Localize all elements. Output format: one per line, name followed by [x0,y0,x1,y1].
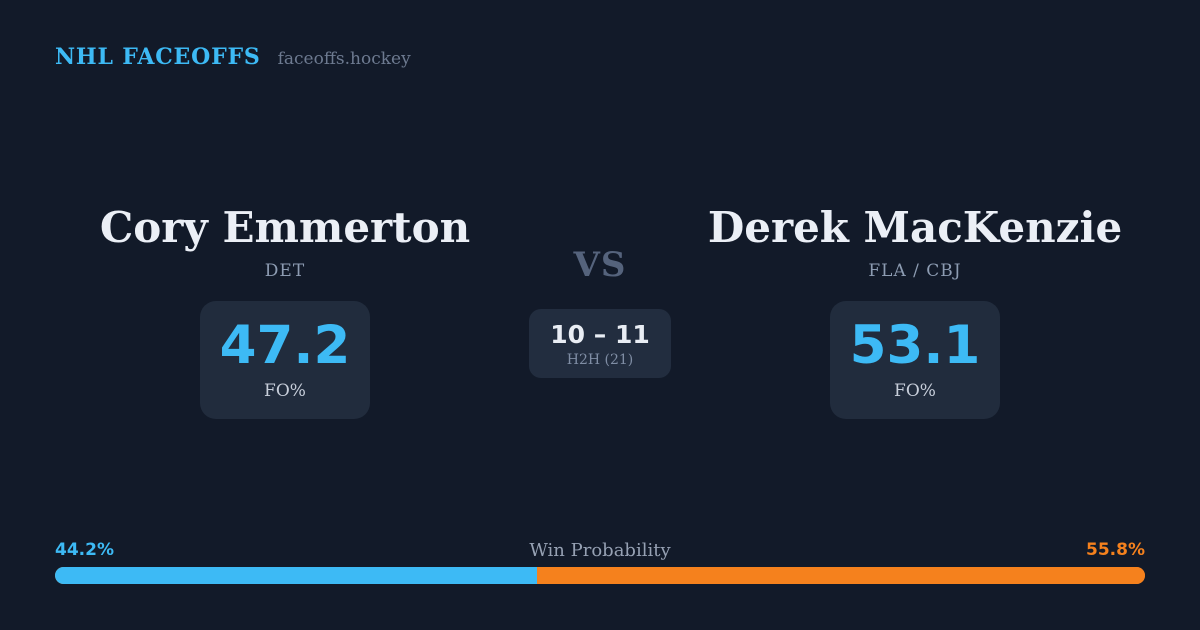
left-win-probability-pct: 44.2% [55,540,114,560]
right-player-team: FLA / CBJ [868,261,962,282]
site-url-text: faceoffs.hockey [277,49,411,69]
matchup-section: Cory Emmerton DET 47.2 FO% VS 10 – 11 H2… [55,203,1145,420]
win-probability-bar [55,567,1145,584]
win-probability-labels-row: 44.2% Win Probability 55.8% [55,540,1145,562]
h2h-label: H2H (21) [566,352,634,368]
win-bar-left-segment [55,567,537,584]
left-player-name: Cory Emmerton [99,203,471,252]
brand-logo-text: NHL FACEOFFS [55,44,261,70]
win-bar-right-segment [536,567,1145,584]
h2h-card: 10 – 11 H2H (21) [529,309,671,378]
left-faceoff-pct-label: FO% [264,381,306,402]
h2h-score: 10 – 11 [550,320,650,349]
vs-label: VS [573,245,627,285]
right-stat-card: 53.1 FO% [830,301,1000,420]
right-player-name: Derek MacKenzie [707,203,1123,252]
left-player-column: Cory Emmerton DET 47.2 FO% [55,203,515,420]
right-faceoff-pct-label: FO% [894,381,936,402]
header: NHL FACEOFFS faceoffs.hockey [55,44,411,70]
left-player-team: DET [264,261,306,282]
left-stat-card: 47.2 FO% [200,301,370,420]
center-column: VS 10 – 11 H2H (21) [515,205,685,378]
right-player-column: Derek MacKenzie FLA / CBJ 53.1 FO% [685,203,1145,420]
win-probability-title: Win Probability [529,540,671,561]
right-faceoff-pct-value: 53.1 [849,315,981,377]
left-faceoff-pct-value: 47.2 [219,315,351,377]
right-win-probability-pct: 55.8% [1086,540,1145,560]
